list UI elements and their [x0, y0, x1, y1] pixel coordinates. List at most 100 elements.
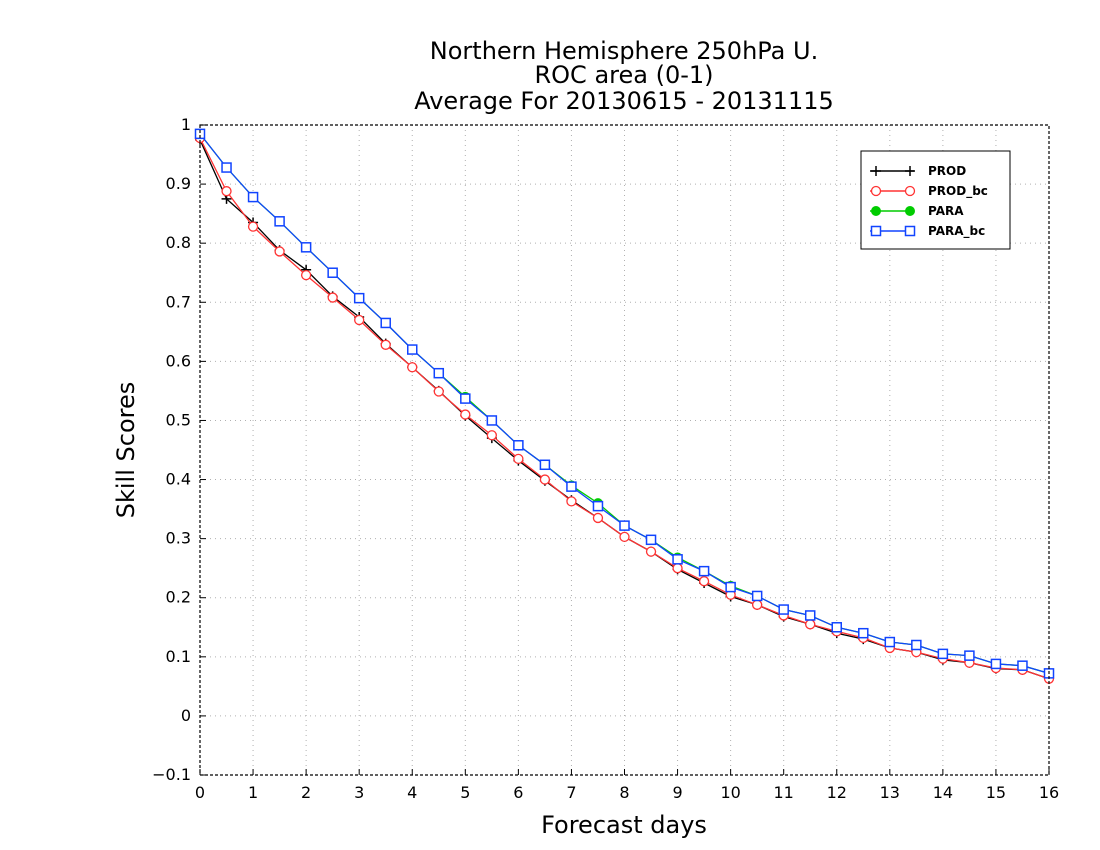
- chart-title: Northern Hemisphere 250hPa U. ROC area (…: [414, 37, 834, 115]
- circle-marker: [221, 186, 232, 197]
- circle-marker: [407, 362, 418, 373]
- circle-marker: [513, 453, 524, 465]
- circle-marker: [752, 599, 763, 610]
- y-axis-tick-labels: −0.1 0 0.1 0.2 0.3 0.4 0.5 0.6 0.7 0.8 0.9 1: [152, 115, 191, 784]
- square-marker: [592, 500, 604, 512]
- dot-marker: [871, 206, 881, 216]
- x-tick-label: 9: [672, 783, 682, 802]
- square-marker: [247, 191, 259, 203]
- x-tick-label: 1: [248, 783, 258, 802]
- square-marker: [486, 415, 498, 426]
- circle-marker: [380, 339, 391, 350]
- square-marker: [380, 317, 391, 329]
- square-marker: [300, 242, 312, 253]
- square-marker: [804, 610, 816, 621]
- y-axis-title: Skill Scores: [112, 382, 140, 519]
- x-tick-label: 5: [460, 783, 470, 802]
- square-marker: [274, 216, 285, 227]
- plot-frame: [199, 124, 1050, 776]
- square-marker: [964, 650, 975, 661]
- y-tick-label: 0: [181, 706, 191, 725]
- legend-item-prod-bc: PROD_bc: [870, 184, 988, 199]
- square-marker: [870, 225, 882, 237]
- x-tick-label: 12: [827, 783, 847, 802]
- x-tick-label: 16: [1039, 783, 1059, 802]
- square-marker: [566, 481, 577, 492]
- y-tick-label: 0.2: [166, 588, 191, 607]
- x-axis-tick-labels: 0 1 2 3 4 5 6 7 8 9 10 11 12 13 14 15 16: [195, 783, 1059, 802]
- x-tick-label: 15: [986, 783, 1006, 802]
- square-marker: [725, 581, 736, 593]
- circle-marker: [300, 269, 312, 281]
- square-marker: [751, 590, 763, 602]
- circle-marker: [274, 246, 285, 257]
- y-tick-label: 0.5: [166, 410, 191, 429]
- circle-marker: [870, 185, 882, 197]
- y-tick-label: 0.1: [166, 647, 191, 666]
- x-tick-label: 3: [354, 783, 364, 802]
- circle-marker: [460, 409, 471, 420]
- y-tick-label: 1: [181, 115, 191, 134]
- square-marker: [539, 459, 551, 471]
- chart-title-line-3: Average For 20130615 - 20131115: [414, 87, 834, 115]
- square-marker: [698, 565, 710, 577]
- legend-label: PROD_bc: [928, 184, 988, 199]
- chart-title-line-2: ROC area (0-1): [534, 61, 713, 89]
- square-marker: [831, 622, 842, 633]
- x-tick-label: 10: [720, 783, 740, 802]
- plus-marker: [871, 166, 881, 176]
- x-tick-label: 14: [933, 783, 953, 802]
- circle-marker: [327, 292, 338, 303]
- legend-label: PROD: [928, 164, 966, 178]
- circle-marker: [904, 185, 916, 197]
- square-marker: [672, 554, 683, 565]
- plus-marker: [905, 166, 915, 176]
- y-tick-label: 0.7: [166, 292, 191, 311]
- x-tick-label: 13: [880, 783, 900, 802]
- square-marker: [904, 225, 916, 237]
- x-axis-title: Forecast days: [541, 811, 707, 839]
- circle-marker: [566, 496, 577, 507]
- circle-marker: [539, 474, 551, 485]
- square-marker: [937, 648, 949, 660]
- circle-marker: [698, 576, 710, 587]
- square-marker: [858, 627, 869, 639]
- square-marker: [221, 162, 232, 173]
- square-marker: [460, 393, 471, 404]
- chart-title-line-1: Northern Hemisphere 250hPa U.: [430, 37, 818, 65]
- legend-item-para: PARA: [870, 204, 964, 218]
- circle-marker: [433, 386, 444, 397]
- circle-marker: [592, 512, 604, 524]
- x-tick-label: 7: [566, 783, 576, 802]
- square-marker: [645, 534, 657, 546]
- square-marker: [407, 344, 418, 355]
- x-tick-label: 4: [407, 783, 417, 802]
- x-tick-label: 0: [195, 783, 205, 802]
- square-marker: [619, 520, 630, 531]
- square-marker: [433, 367, 445, 379]
- legend-item-para-bc: PARA_bc: [870, 224, 985, 239]
- square-marker: [327, 267, 338, 278]
- square-marker: [884, 636, 896, 648]
- x-tick-label: 8: [619, 783, 629, 802]
- circle-marker: [486, 430, 497, 441]
- circle-marker: [645, 546, 657, 557]
- square-marker: [1017, 660, 1028, 671]
- legend-item-prod: PROD: [870, 164, 966, 178]
- legend-label: PARA: [928, 204, 964, 218]
- y-tick-label: 0.6: [166, 351, 191, 370]
- square-marker: [194, 128, 206, 140]
- legend-box: [860, 150, 1011, 250]
- circle-marker: [619, 531, 630, 543]
- x-tick-label: 2: [301, 783, 311, 802]
- dot-marker: [905, 206, 915, 216]
- circle-marker: [672, 563, 683, 574]
- square-marker: [778, 604, 789, 615]
- circle-marker: [247, 221, 259, 232]
- circle-marker: [354, 314, 365, 326]
- x-tick-label: 11: [774, 783, 794, 802]
- square-marker: [513, 440, 524, 451]
- square-marker: [911, 639, 922, 651]
- x-tick-label: 6: [513, 783, 523, 802]
